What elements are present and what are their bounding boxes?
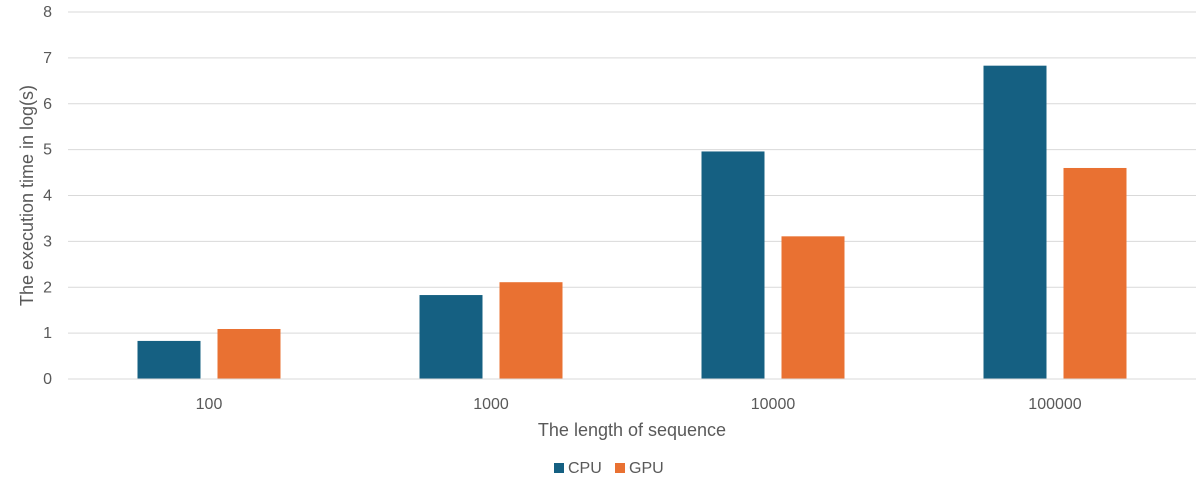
x-tick-label: 10000 — [751, 396, 796, 413]
y-tick-label: 8 — [43, 4, 52, 21]
y-axis-title: The execution time in log(s) — [17, 85, 37, 306]
legend-label-cpu: CPU — [568, 460, 602, 477]
bar-gpu-100 — [217, 328, 281, 379]
x-tick-label: 100000 — [1028, 396, 1081, 413]
x-tick-labels: 100 1000 10000 100000 — [196, 396, 1082, 413]
legend: CPU GPU — [554, 460, 664, 477]
x-tick-label: 100 — [196, 396, 223, 413]
legend-label-gpu: GPU — [629, 460, 664, 477]
y-tick-label: 5 — [43, 142, 52, 159]
y-tick-label: 1 — [43, 325, 52, 342]
y-tick-label: 2 — [43, 279, 52, 296]
bar-gpu-100000 — [1063, 167, 1127, 379]
y-tick-label: 4 — [43, 188, 52, 205]
legend-swatch-gpu — [615, 463, 625, 473]
bars — [137, 65, 1127, 379]
x-axis-title: The length of sequence — [538, 420, 726, 440]
x-tick-label: 1000 — [473, 396, 509, 413]
bar-cpu-10000 — [701, 151, 765, 379]
legend-swatch-cpu — [554, 463, 564, 473]
bar-cpu-100 — [137, 340, 201, 379]
bar-gpu-10000 — [781, 236, 845, 379]
gridlines — [68, 11, 1196, 334]
y-tick-label: 0 — [43, 371, 52, 388]
y-tick-label: 3 — [43, 233, 52, 250]
bar-cpu-100000 — [983, 65, 1047, 379]
y-tick-label: 7 — [43, 50, 52, 67]
bar-cpu-1000 — [419, 295, 483, 379]
bar-gpu-1000 — [499, 282, 563, 379]
y-tick-labels: 0 1 2 3 4 5 6 7 8 — [43, 4, 52, 388]
y-tick-label: 6 — [43, 96, 52, 113]
